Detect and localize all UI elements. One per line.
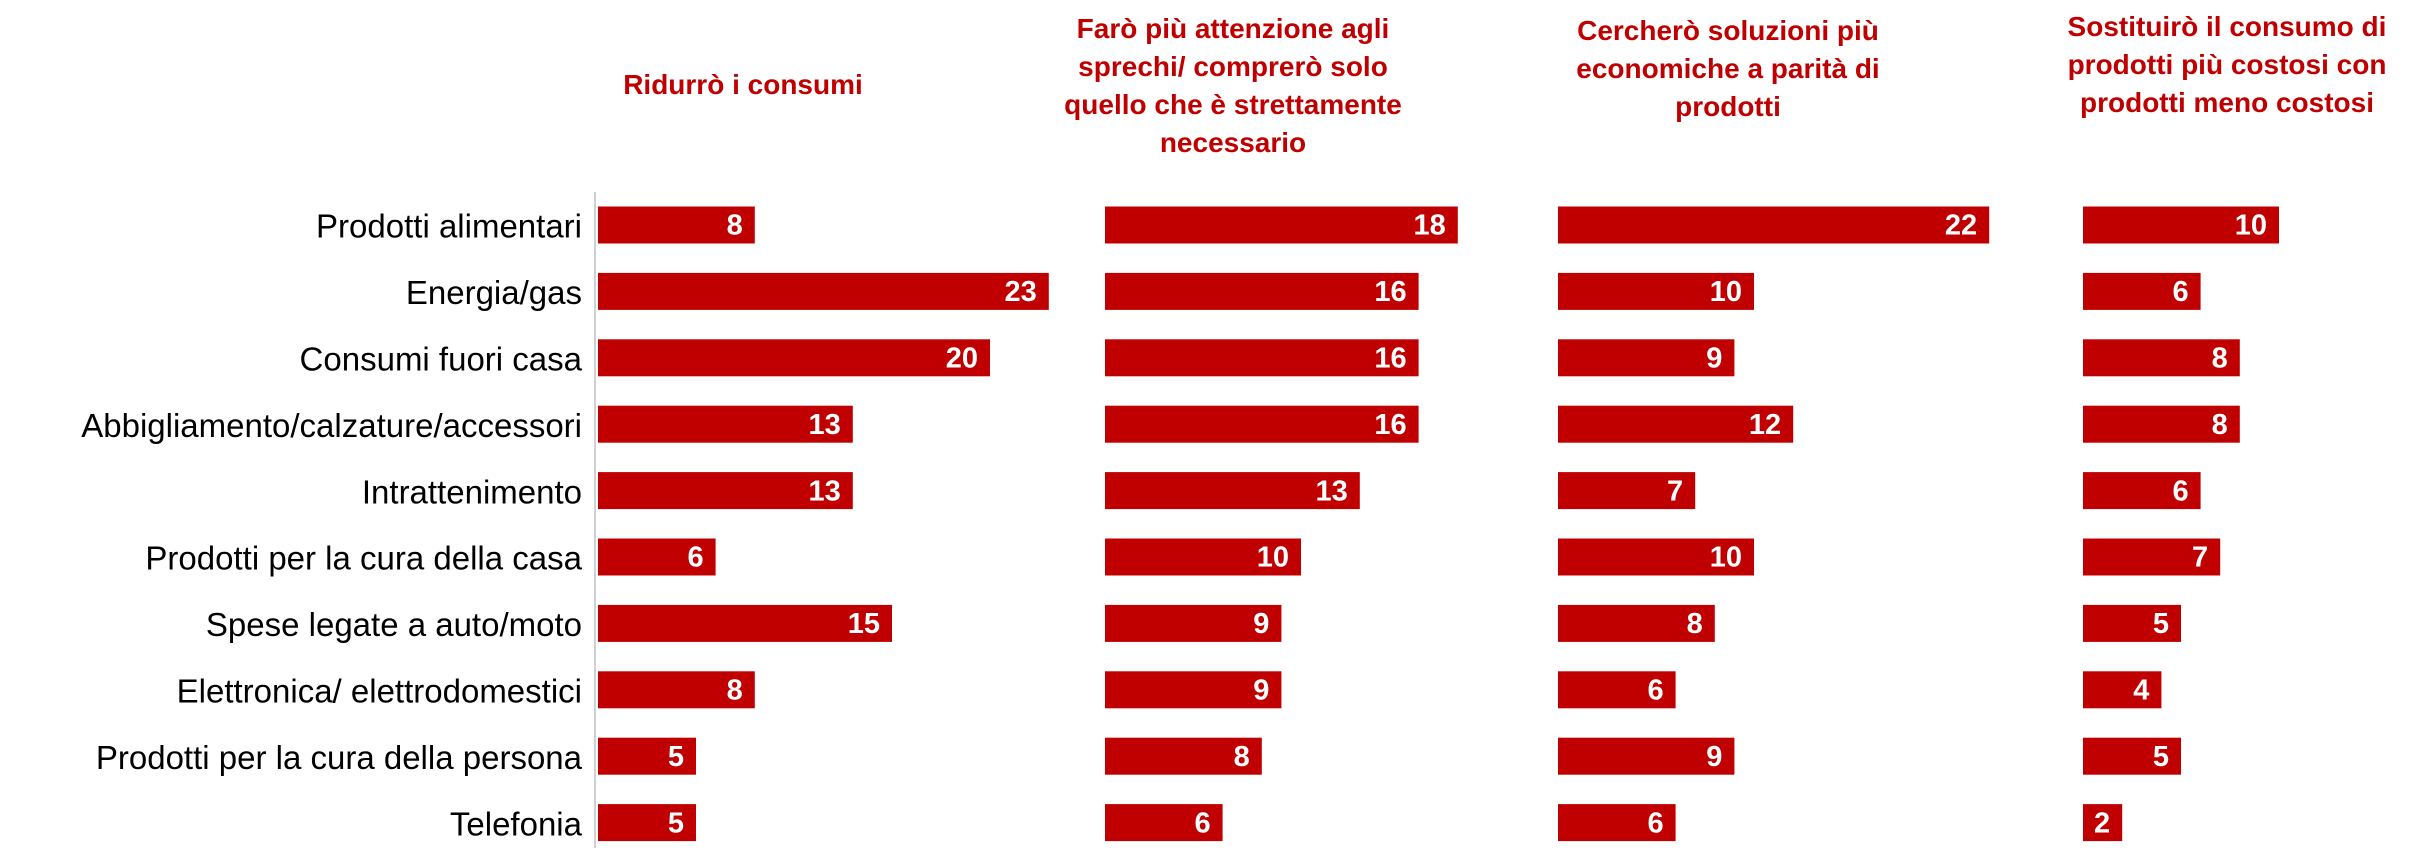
value-label: 13: [809, 409, 841, 441]
category-label: Consumi fuori casa: [300, 341, 583, 378]
value-label: 20: [946, 342, 978, 374]
value-label: 8: [727, 674, 743, 706]
value-label: 5: [2153, 608, 2169, 640]
value-label: 15: [848, 608, 880, 640]
value-label: 8: [2212, 409, 2228, 441]
bar: [2083, 538, 2221, 576]
category-label: Energia/gas: [406, 274, 582, 311]
value-label: 10: [1710, 276, 1742, 308]
value-label: 12: [1749, 409, 1781, 441]
value-label: 13: [809, 475, 841, 507]
bar: [1558, 339, 1735, 377]
value-label: 6: [687, 542, 703, 574]
bar: [2083, 472, 2201, 510]
value-label: 8: [1234, 741, 1250, 773]
bar: [1558, 604, 1715, 642]
value-label: 18: [1414, 210, 1446, 242]
value-label: 8: [1687, 608, 1703, 640]
panel-title: Cercherò soluzioni più economiche a pari…: [1576, 15, 1880, 122]
category-label: Telefonia: [450, 805, 583, 842]
category-label: Spese legate a auto/moto: [206, 606, 582, 643]
bar: [1105, 604, 1282, 642]
value-label: 16: [1374, 276, 1406, 308]
bar: [2083, 604, 2181, 642]
value-label: 5: [2153, 741, 2169, 773]
value-label: 9: [1253, 608, 1269, 640]
value-label: 5: [668, 807, 684, 839]
bar: [1558, 538, 1754, 576]
value-label: 4: [2133, 674, 2149, 706]
bar: [1105, 206, 1458, 244]
value-label: 13: [1316, 475, 1348, 507]
value-label: 9: [1253, 674, 1269, 706]
bar: [598, 339, 990, 377]
category-label: Prodotti alimentari: [316, 208, 582, 245]
value-label: 16: [1374, 409, 1406, 441]
value-label: 23: [1005, 276, 1037, 308]
bar: [598, 737, 696, 775]
bar: [598, 604, 892, 642]
bar: [598, 272, 1049, 310]
bar: [1558, 737, 1735, 775]
bar: [598, 472, 853, 510]
bar: [1105, 272, 1419, 310]
value-label: 7: [2192, 542, 2208, 574]
bar: [1105, 538, 1301, 576]
bar: [2083, 737, 2181, 775]
value-label: 9: [1706, 741, 1722, 773]
category-label: Prodotti per la cura della casa: [145, 540, 582, 577]
value-label: 10: [2235, 210, 2267, 242]
bar: [598, 405, 853, 443]
bar: [598, 671, 755, 709]
bar: [598, 206, 755, 244]
bar: [1105, 737, 1262, 775]
bar: [1558, 472, 1696, 510]
value-label: 22: [1945, 210, 1977, 242]
bar: [2083, 206, 2279, 244]
value-label: 8: [2212, 342, 2228, 374]
bar: [598, 804, 696, 842]
value-label: 6: [1647, 674, 1663, 706]
value-label: 6: [1647, 807, 1663, 839]
panel-title: Farò più attenzione agli sprechi/ compre…: [1064, 13, 1402, 158]
bar: [2083, 272, 2201, 310]
value-label: 6: [2172, 276, 2188, 308]
value-label: 7: [1667, 475, 1683, 507]
bar: [1558, 206, 1990, 244]
panel-title: Sostituirò il consumo di prodotti più co…: [2067, 11, 2387, 118]
bar: [2083, 339, 2240, 377]
bar: [2083, 804, 2123, 842]
bar: [598, 538, 716, 576]
category-label: Elettronica/ elettrodomestici: [177, 673, 582, 710]
panel-title: Ridurrò i consumi: [623, 69, 863, 100]
value-label: 8: [727, 210, 743, 242]
bar: [1105, 339, 1419, 377]
bar: [1558, 804, 1676, 842]
bar: [1105, 804, 1223, 842]
category-label: Intrattenimento: [362, 473, 582, 510]
value-label: 6: [2172, 475, 2188, 507]
bar: [1558, 405, 1794, 443]
bar: [1105, 671, 1282, 709]
value-label: 5: [668, 741, 684, 773]
category-label: Prodotti per la cura della persona: [96, 739, 583, 776]
value-label: 10: [1710, 542, 1742, 574]
bar: [1105, 472, 1360, 510]
value-label: 16: [1374, 342, 1406, 374]
value-label: 10: [1257, 542, 1289, 574]
value-label: 9: [1706, 342, 1722, 374]
bar: [1105, 405, 1419, 443]
bar: [1558, 671, 1676, 709]
bar: [2083, 671, 2162, 709]
bar: [2083, 405, 2240, 443]
value-label: 6: [1194, 807, 1210, 839]
value-label: 2: [2094, 807, 2110, 839]
bar: [1558, 272, 1754, 310]
category-label: Abbigliamento/calzature/accessori: [81, 407, 582, 444]
